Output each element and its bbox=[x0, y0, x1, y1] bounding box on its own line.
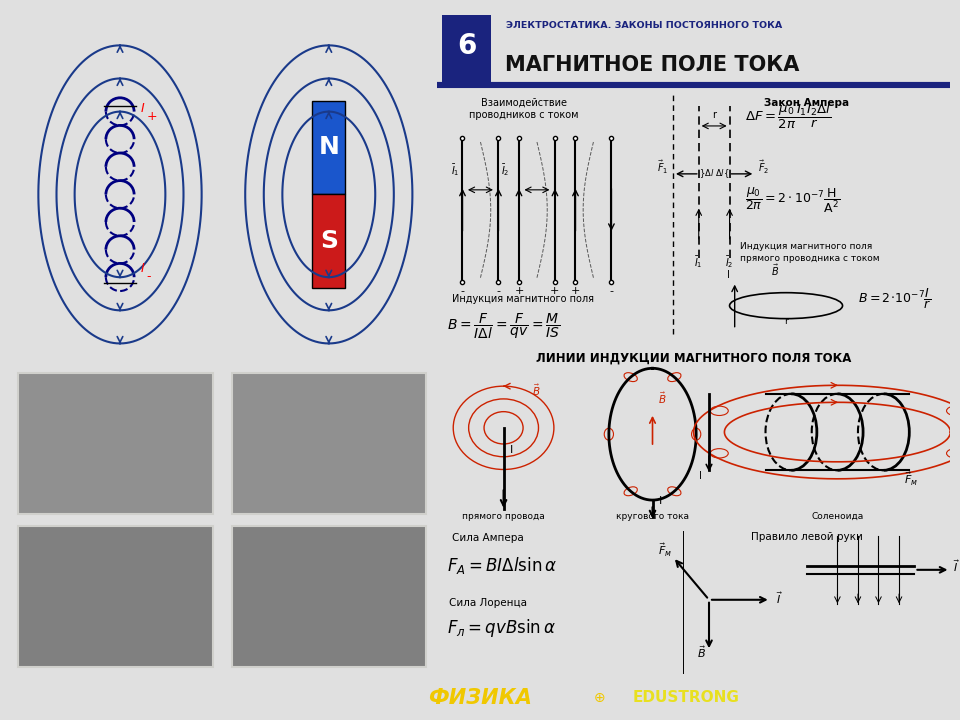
Text: $B=\dfrac{F}{I\Delta l}=\dfrac{F}{qv}=\dfrac{M}{IS}$: $B=\dfrac{F}{I\Delta l}=\dfrac{F}{qv}=\d… bbox=[447, 312, 561, 341]
Text: $I$: $I$ bbox=[140, 102, 146, 114]
Text: +: + bbox=[550, 286, 560, 296]
Text: 6: 6 bbox=[457, 32, 476, 60]
FancyBboxPatch shape bbox=[18, 526, 212, 667]
Text: $\vec{F}_2$: $\vec{F}_2$ bbox=[757, 158, 769, 176]
FancyBboxPatch shape bbox=[312, 101, 346, 194]
Text: $\vec{B}$: $\vec{B}$ bbox=[532, 382, 540, 398]
Text: $\bar{I}_1$: $\bar{I}_1$ bbox=[451, 162, 460, 178]
Text: Взаимодействие
проводников с током: Взаимодействие проводников с током bbox=[469, 98, 579, 120]
Text: ⊕: ⊕ bbox=[594, 690, 606, 705]
Text: I: I bbox=[659, 496, 662, 506]
Text: $\vec{F}_м$: $\vec{F}_м$ bbox=[658, 541, 672, 559]
Text: +: + bbox=[571, 286, 580, 296]
Text: кругового тока: кругового тока bbox=[616, 512, 689, 521]
Text: $\vec{B}$: $\vec{B}$ bbox=[771, 262, 779, 278]
Text: ФИЗИКА: ФИЗИКА bbox=[428, 688, 532, 708]
Text: Правило левой руки: Правило левой руки bbox=[751, 532, 862, 542]
Text: }$\Delta l\ \Delta l${: }$\Delta l\ \Delta l${ bbox=[699, 168, 730, 180]
Text: -: - bbox=[461, 286, 465, 296]
Text: Соленоида: Соленоида bbox=[811, 512, 864, 521]
Text: $\vec{F}_м$: $\vec{F}_м$ bbox=[904, 470, 919, 488]
Text: $\vec{I}$: $\vec{I}$ bbox=[953, 558, 960, 574]
Text: прямого провода: прямого провода bbox=[462, 512, 545, 521]
Text: МАГНИТНОЕ ПОЛЕ ТОКА: МАГНИТНОЕ ПОЛЕ ТОКА bbox=[505, 55, 799, 75]
Text: I: I bbox=[727, 270, 730, 279]
Text: $\vec{B}$: $\vec{B}$ bbox=[658, 391, 666, 406]
Text: ЛИНИИ ИНДУКЦИИ МАГНИТНОГО ПОЛЯ ТОКА: ЛИНИИ ИНДУКЦИИ МАГНИТНОГО ПОЛЯ ТОКА bbox=[536, 351, 852, 364]
Text: Индукция магнитного поля
прямого проводника с током: Индукция магнитного поля прямого проводн… bbox=[740, 242, 879, 263]
Text: $\bar{I}_1$: $\bar{I}_1$ bbox=[694, 253, 703, 269]
Text: +: + bbox=[146, 110, 156, 123]
Text: $B=2\!\cdot\!10^{-7}\dfrac{I}{r}$: $B=2\!\cdot\!10^{-7}\dfrac{I}{r}$ bbox=[858, 286, 931, 310]
Text: -: - bbox=[610, 286, 613, 296]
Text: $I$: $I$ bbox=[140, 261, 146, 274]
Text: $\vec{F}_1$: $\vec{F}_1$ bbox=[657, 158, 668, 176]
Text: r: r bbox=[784, 317, 788, 325]
FancyBboxPatch shape bbox=[312, 194, 346, 288]
Text: r: r bbox=[712, 110, 716, 120]
Text: N: N bbox=[319, 135, 339, 160]
Text: $F_л=qvB\sin\alpha$: $F_л=qvB\sin\alpha$ bbox=[447, 617, 556, 639]
Text: $\bar{I}_2$: $\bar{I}_2$ bbox=[726, 253, 733, 269]
FancyBboxPatch shape bbox=[442, 15, 491, 82]
Text: $\dfrac{\mu_0}{2\pi}=2\cdot10^{-7}\dfrac{\text{Н}}{\text{А}^2}$: $\dfrac{\mu_0}{2\pi}=2\cdot10^{-7}\dfrac… bbox=[745, 186, 840, 215]
Text: S: S bbox=[320, 229, 338, 253]
Text: +: + bbox=[515, 286, 523, 296]
Text: $\Delta F=\dfrac{\mu_0}{2\pi}\dfrac{I_1 I_2 \Delta l}{r}$: $\Delta F=\dfrac{\mu_0}{2\pi}\dfrac{I_1 … bbox=[745, 102, 831, 131]
Text: -: - bbox=[496, 286, 500, 296]
Text: $\vec{I}$: $\vec{I}$ bbox=[776, 590, 782, 606]
FancyBboxPatch shape bbox=[231, 373, 426, 514]
Text: I: I bbox=[510, 446, 513, 455]
Text: I: I bbox=[699, 471, 702, 481]
Text: -: - bbox=[146, 270, 151, 283]
Text: EDUSTRONG: EDUSTRONG bbox=[633, 690, 740, 705]
Text: Закон Ампера: Закон Ампера bbox=[764, 98, 850, 108]
FancyBboxPatch shape bbox=[18, 373, 212, 514]
Text: Сила Лоренца: Сила Лоренца bbox=[449, 598, 527, 608]
Text: Индукция магнитного поля: Индукция магнитного поля bbox=[452, 294, 594, 304]
Text: $F_A=BI\Delta l\sin\alpha$: $F_A=BI\Delta l\sin\alpha$ bbox=[447, 555, 557, 576]
Text: $\vec{B}$: $\vec{B}$ bbox=[697, 644, 706, 660]
Text: Сила Ампера: Сила Ампера bbox=[452, 534, 524, 544]
Text: $\bar{I}_2$: $\bar{I}_2$ bbox=[501, 162, 510, 178]
FancyBboxPatch shape bbox=[231, 526, 426, 667]
Text: ЭЛЕКТРОСТАТИКА. ЗАКОНЫ ПОСТОЯННОГО ТОКА: ЭЛЕКТРОСТАТИКА. ЗАКОНЫ ПОСТОЯННОГО ТОКА bbox=[506, 21, 782, 30]
